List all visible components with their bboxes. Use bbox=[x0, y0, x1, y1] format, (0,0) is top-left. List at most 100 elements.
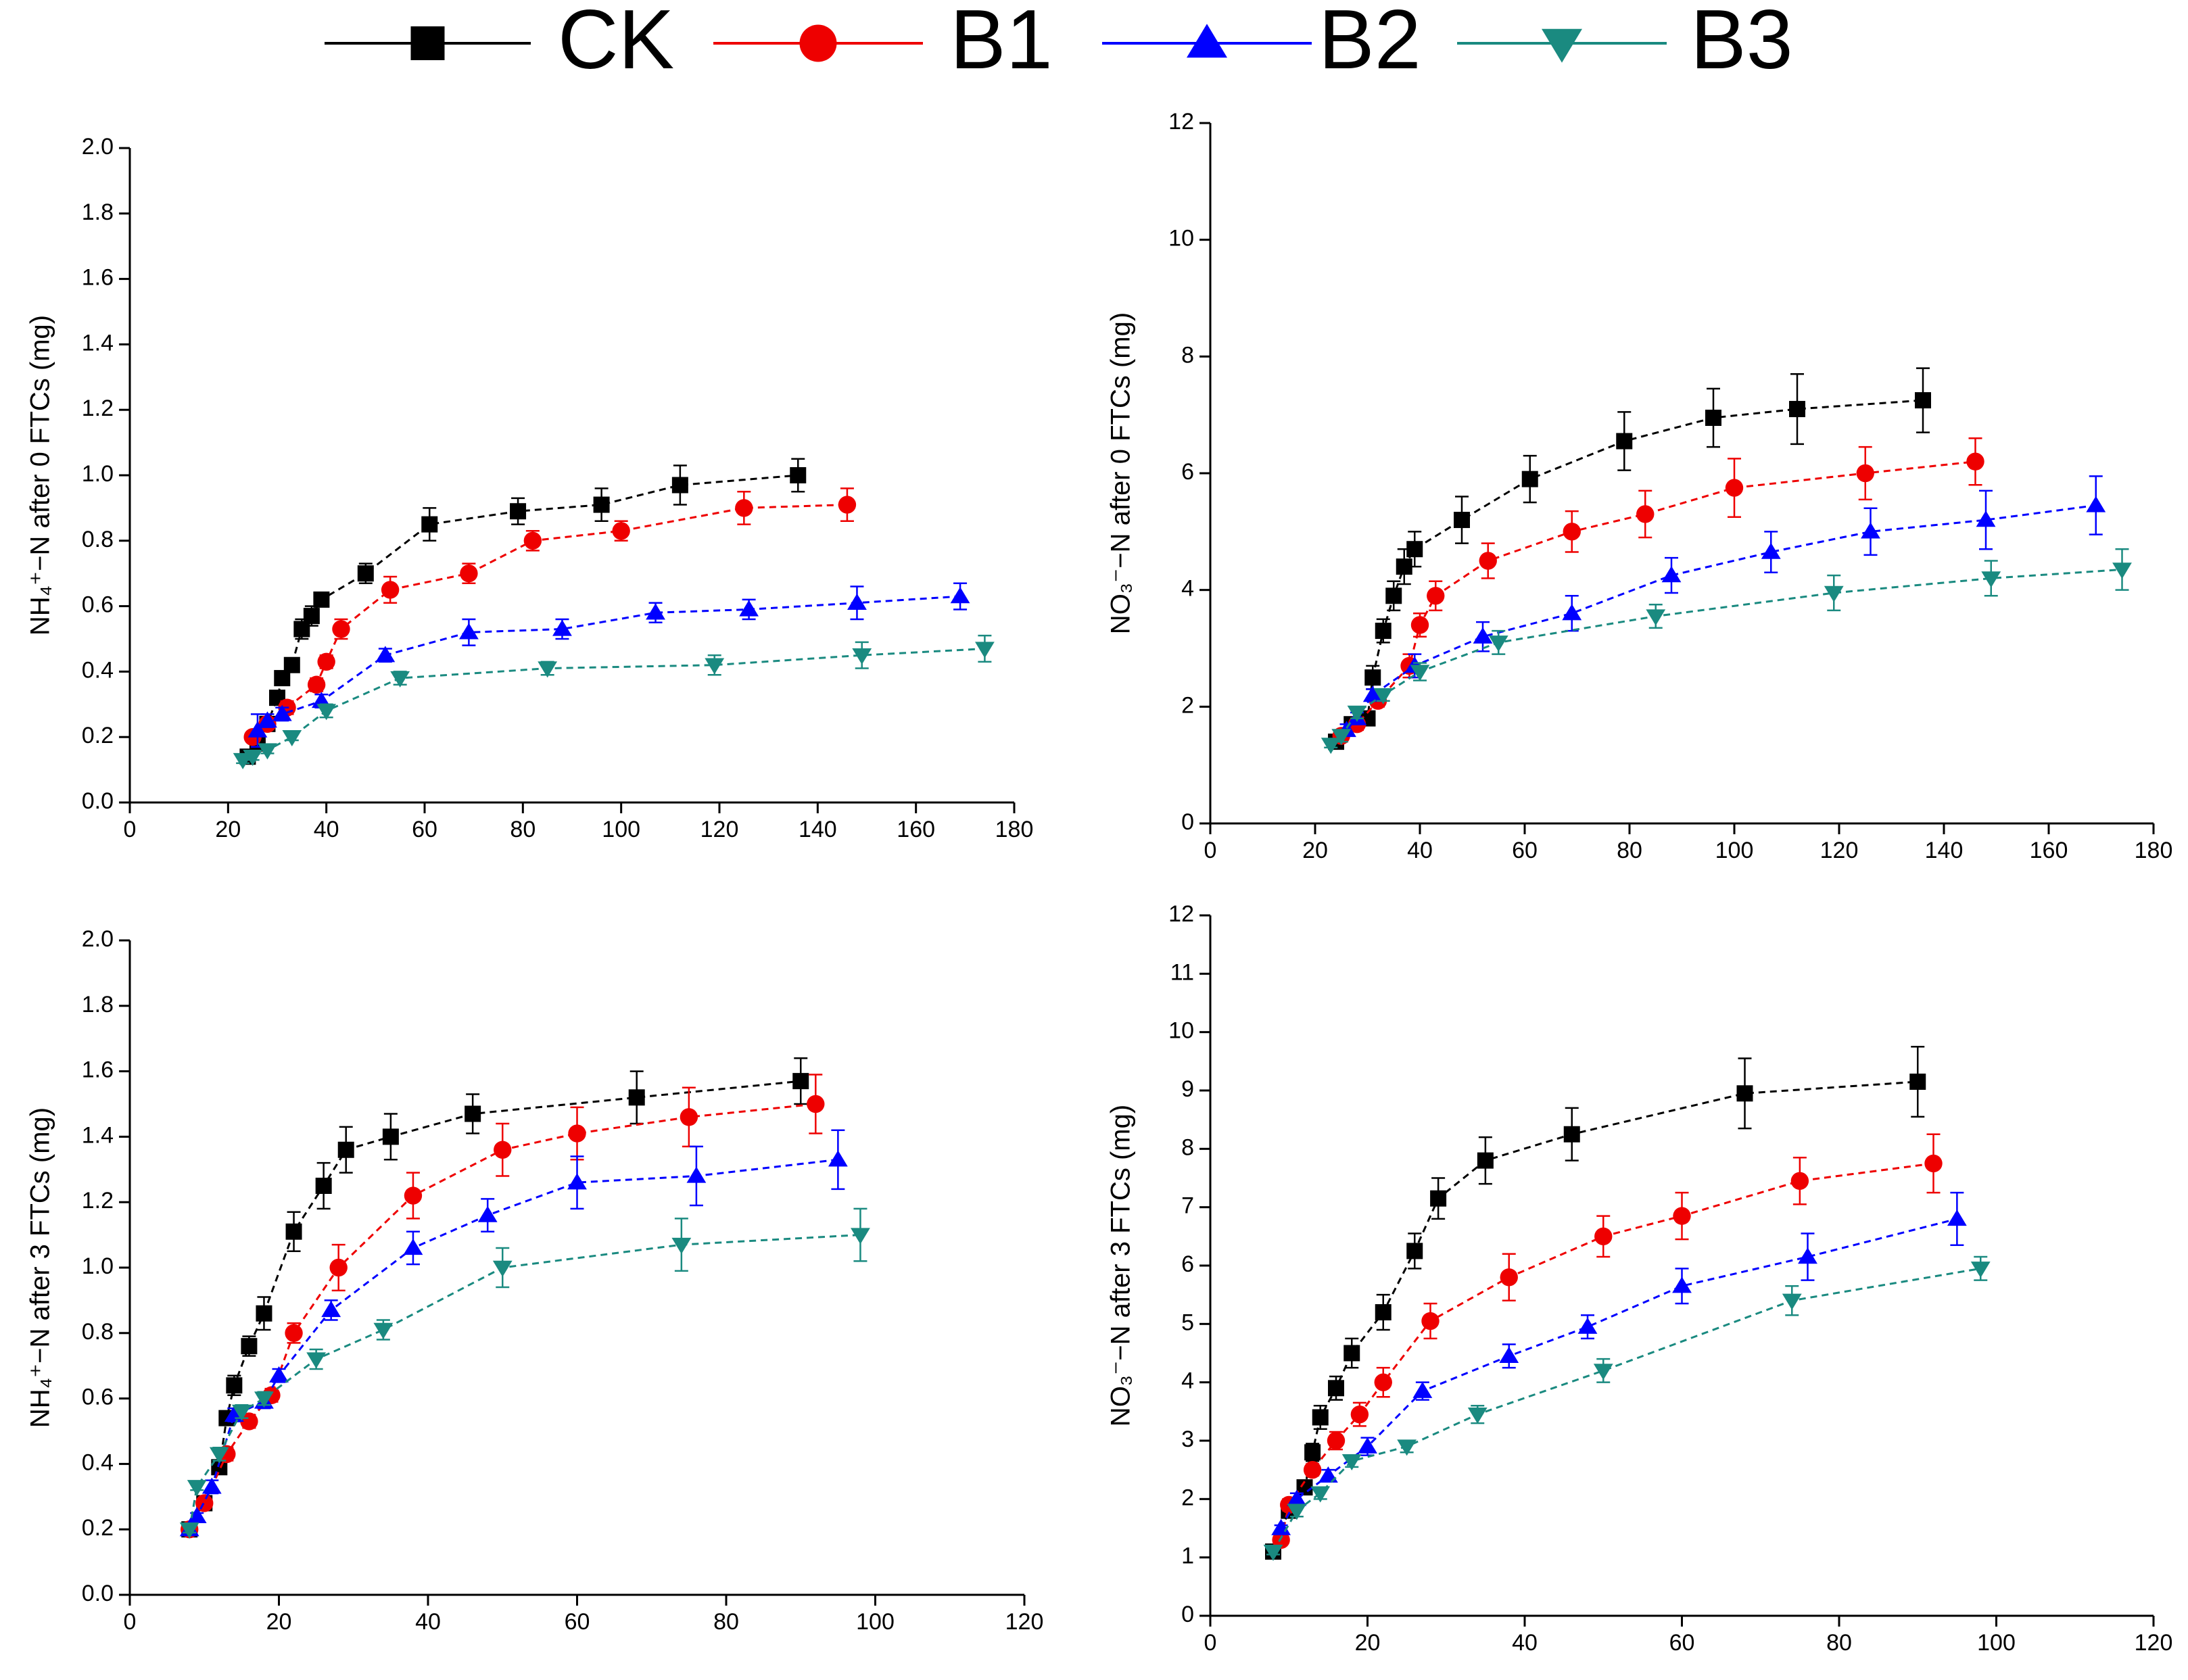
y-tick-label: 10 bbox=[1168, 1018, 1194, 1044]
marker bbox=[329, 1258, 348, 1277]
y-tick-label: 1.8 bbox=[82, 199, 114, 225]
y-tick-label: 1 bbox=[1181, 1543, 1194, 1569]
legend-label: CK bbox=[558, 0, 674, 87]
marker bbox=[671, 1237, 692, 1254]
legend-label: B1 bbox=[950, 0, 1053, 87]
marker bbox=[285, 1223, 302, 1240]
marker bbox=[1410, 665, 1430, 681]
marker bbox=[1594, 1227, 1613, 1246]
marker bbox=[1397, 1439, 1417, 1456]
marker bbox=[179, 1522, 199, 1539]
x-tick-label: 0 bbox=[1204, 1630, 1217, 1656]
legend-marker bbox=[410, 26, 445, 60]
y-tick-label: 7 bbox=[1181, 1193, 1194, 1219]
marker bbox=[950, 587, 970, 604]
marker bbox=[226, 1377, 243, 1394]
y-tick-label: 1.6 bbox=[82, 1057, 114, 1083]
y-tick-label: 8 bbox=[1181, 1134, 1194, 1160]
legend-label: B3 bbox=[1690, 0, 1793, 87]
y-tick-label: 0.0 bbox=[82, 1581, 114, 1606]
marker bbox=[1705, 409, 1721, 426]
legend-marker bbox=[799, 24, 837, 62]
legend-marker bbox=[1187, 24, 1227, 58]
marker bbox=[1521, 471, 1538, 487]
series-line bbox=[1346, 504, 2096, 731]
marker bbox=[459, 623, 479, 640]
marker bbox=[1263, 1544, 1283, 1561]
marker bbox=[1473, 627, 1493, 644]
marker bbox=[2086, 496, 2106, 512]
y-tick-label: 12 bbox=[1168, 109, 1194, 135]
y-tick-label: 8 bbox=[1181, 342, 1194, 368]
marker bbox=[494, 1141, 512, 1159]
marker bbox=[382, 1128, 399, 1145]
marker bbox=[1577, 1317, 1598, 1334]
y-tick-label: 2 bbox=[1181, 1485, 1194, 1510]
y-axis-label: NH₄⁺−N after 3 FTCs (mg) bbox=[26, 1107, 55, 1428]
marker bbox=[315, 1178, 332, 1194]
marker bbox=[303, 608, 320, 625]
x-tick-label: 120 bbox=[700, 817, 739, 842]
marker bbox=[231, 1404, 252, 1421]
marker bbox=[187, 1507, 207, 1524]
marker bbox=[1343, 1345, 1360, 1362]
marker bbox=[567, 1173, 587, 1190]
y-tick-label: 0.4 bbox=[82, 1449, 114, 1475]
y-tick-label: 1.0 bbox=[82, 1253, 114, 1279]
marker bbox=[1646, 609, 1666, 626]
marker bbox=[390, 671, 410, 688]
marker bbox=[1304, 1444, 1321, 1461]
marker bbox=[1782, 1293, 1802, 1310]
marker bbox=[1412, 1381, 1433, 1398]
marker bbox=[1430, 1190, 1447, 1207]
marker bbox=[316, 704, 337, 721]
marker bbox=[628, 1089, 645, 1106]
marker bbox=[1385, 587, 1402, 604]
series-line bbox=[242, 648, 985, 761]
marker bbox=[240, 1412, 258, 1431]
marker bbox=[1479, 552, 1497, 570]
marker bbox=[1287, 1489, 1307, 1506]
marker bbox=[337, 1141, 354, 1158]
marker bbox=[258, 743, 277, 760]
marker bbox=[1327, 1431, 1346, 1450]
marker bbox=[187, 1480, 207, 1497]
marker bbox=[1331, 729, 1352, 746]
marker bbox=[739, 600, 759, 617]
marker bbox=[1341, 1454, 1362, 1471]
marker bbox=[1563, 1126, 1580, 1143]
marker bbox=[1364, 669, 1381, 686]
marker bbox=[404, 1186, 423, 1205]
marker bbox=[975, 642, 995, 658]
marker bbox=[1672, 1276, 1692, 1293]
marker bbox=[1661, 566, 1682, 583]
y-tick-label: 3 bbox=[1181, 1426, 1194, 1452]
series-line bbox=[188, 1158, 838, 1530]
marker bbox=[1310, 1486, 1331, 1503]
marker bbox=[282, 730, 302, 746]
marker bbox=[195, 1494, 214, 1512]
marker bbox=[1736, 1085, 1753, 1102]
y-axis-label: NO₃⁻−N after 3 FTCs (mg) bbox=[1106, 1105, 1136, 1426]
marker bbox=[1616, 433, 1633, 450]
y-tick-label: 1.6 bbox=[82, 265, 114, 291]
x-tick-label: 40 bbox=[1512, 1630, 1538, 1656]
marker bbox=[421, 516, 438, 533]
x-tick-label: 20 bbox=[1302, 838, 1328, 863]
marker bbox=[1861, 522, 1880, 539]
marker bbox=[1427, 587, 1445, 605]
marker bbox=[680, 1108, 698, 1126]
x-tick-label: 100 bbox=[856, 1609, 895, 1635]
marker bbox=[269, 1366, 289, 1383]
marker bbox=[1373, 688, 1394, 704]
series-line bbox=[1280, 1162, 1934, 1541]
x-tick-label: 40 bbox=[314, 817, 339, 842]
y-tick-label: 4 bbox=[1181, 576, 1194, 602]
marker bbox=[321, 1301, 341, 1318]
marker bbox=[852, 648, 872, 665]
marker bbox=[735, 499, 753, 517]
marker bbox=[1856, 464, 1874, 483]
marker bbox=[247, 721, 268, 738]
marker bbox=[552, 619, 572, 636]
